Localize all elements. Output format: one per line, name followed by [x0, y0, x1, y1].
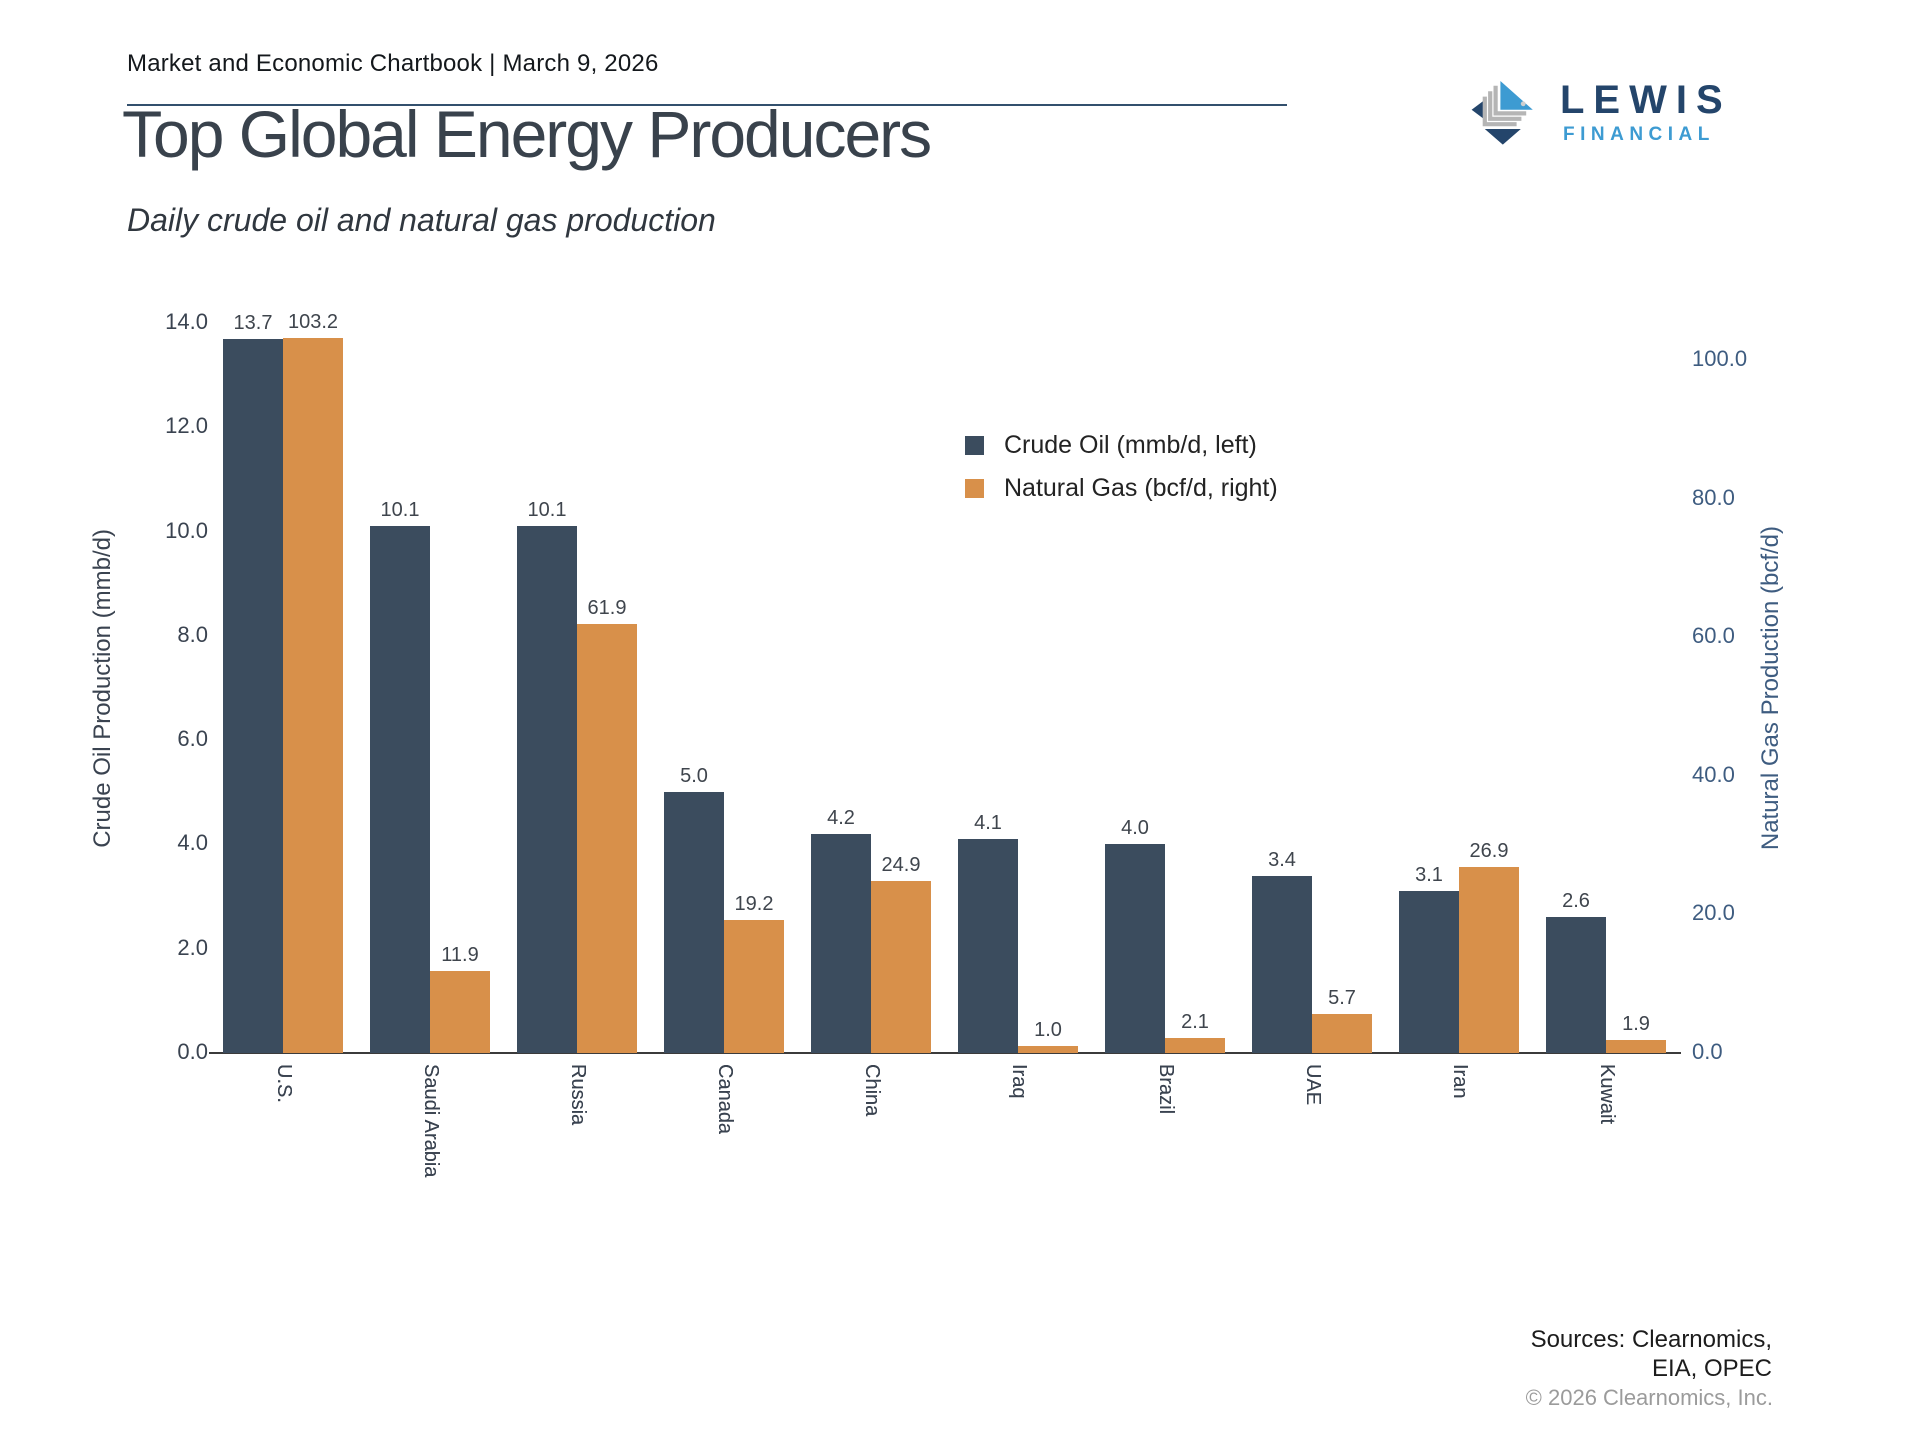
x-tick-label-Canada: Canada: [714, 1064, 736, 1135]
crude-oil-bar-Iran: [1399, 891, 1459, 1053]
x-tick-label-Kuwait: Kuwait: [1596, 1064, 1618, 1125]
copyright-note: © 2026 Clearnomics, Inc.: [1525, 1385, 1773, 1410]
legend-item-crude-oil: Crude Oil (mmb/d, left): [965, 430, 1278, 459]
bar-value-label: 19.2: [734, 893, 774, 916]
natural-gas-swatch: [965, 478, 984, 498]
x-tick-label-U.S.: U.S.: [273, 1064, 295, 1103]
breadcrumb: Market and Economic Chartbook | March 9,…: [127, 50, 659, 77]
bar-value-label: 10.1: [380, 499, 420, 522]
crude-oil-bar-U.S.: [223, 338, 283, 1053]
natural-gas-bar-Iraq: [1018, 1046, 1078, 1053]
x-tick-label-UAE: UAE: [1302, 1064, 1324, 1106]
x-tick-label-Canada: Canada: [714, 1064, 736, 1135]
left-axis-tick-8: 8.0: [177, 621, 208, 647]
logo-name: LEWIS: [1560, 78, 1732, 122]
natural-gas-bar-U.S.: [283, 338, 343, 1053]
bar-value-label: 11.9: [441, 943, 479, 966]
natural-gas-bar-Canada: [724, 920, 784, 1053]
lewis-financial-logo: LEWIS FINANCIAL: [1468, 70, 1798, 160]
left-axis-tick-10: 10.0: [165, 517, 208, 543]
bar-value-label: 13.7: [233, 311, 273, 334]
crude-oil-legend-label: Crude Oil (mmb/d, left): [1004, 430, 1257, 459]
x-tick-label-Russia: Russia: [567, 1064, 589, 1126]
x-tick-label-Brazil: Brazil: [1155, 1064, 1177, 1115]
right-axis-tick-0: 0.0: [1692, 1039, 1723, 1064]
bar-value-label: 4.2: [827, 807, 855, 829]
sources-line-1: Sources: Clearnomics,: [1530, 1326, 1772, 1353]
natural-gas-legend-label: Natural Gas (bcf/d, right): [1004, 473, 1278, 502]
bar-value-label: 103.2: [287, 311, 339, 334]
crude-oil-bar-Kuwait: [1546, 917, 1606, 1053]
legend: Crude Oil (mmb/d, left) Natural Gas (bcf…: [965, 430, 1278, 518]
natural-gas-bar-Iran: [1459, 866, 1519, 1053]
natural-gas-bar-China: [871, 880, 931, 1053]
right-axis-title: Natural Gas Production (bcf/d): [1757, 525, 1784, 851]
left-axis-tick-4: 4.0: [177, 830, 208, 856]
lewis-logo-icon: [1471, 81, 1533, 145]
bar-value-label: 5.0: [680, 765, 708, 788]
x-tick-label-Iraq: Iraq: [1008, 1064, 1030, 1099]
right-axis-tick-20: 20.0: [1692, 900, 1735, 926]
left-axis-tick-12: 12.0: [165, 413, 208, 439]
x-tick-label-Iraq: Iraq: [1008, 1064, 1030, 1099]
right-axis-title-wrap: Natural Gas Production (bcf/d): [1754, 323, 1788, 1053]
x-tick-label-Saudi Arabia: Saudi Arabia: [420, 1064, 442, 1178]
bar-value-label: 1.9: [1622, 1012, 1650, 1035]
bar-value-label: 10.1: [527, 499, 567, 522]
crude-oil-bar-Saudi Arabia: [370, 526, 430, 1053]
left-axis-tick-14: 14.0: [165, 309, 208, 334]
left-axis-tick-0: 0.0: [177, 1039, 208, 1064]
crude-oil-bar-UAE: [1252, 875, 1312, 1053]
x-tick-label-Russia: Russia: [567, 1064, 589, 1126]
x-tick-label-China: China: [861, 1064, 883, 1117]
crude-oil-bar-China: [811, 834, 871, 1053]
crude-oil-bar-Brazil: [1105, 844, 1165, 1053]
left-axis-title: Crude Oil Production (mmb/d): [89, 528, 116, 848]
x-tick-label-U.S.: U.S.: [273, 1064, 295, 1103]
right-axis-tick-80: 80.0: [1692, 484, 1735, 510]
sources-note: Sources: Clearnomics, EIA, OPEC: [1531, 1325, 1772, 1383]
bar-value-label: 24.9: [881, 853, 921, 876]
crude-oil-swatch: [965, 435, 984, 455]
bar-value-label: 4.0: [1121, 817, 1149, 840]
left-axis-tick-6: 6.0: [177, 726, 208, 752]
x-tick-label-Saudi Arabia: Saudi Arabia: [420, 1064, 442, 1178]
bar-value-label: 1.0: [1034, 1019, 1062, 1042]
right-axis-tick-100: 100.0: [1692, 346, 1748, 372]
natural-gas-bar-Kuwait: [1606, 1039, 1666, 1053]
right-axis-tick-40: 40.0: [1692, 761, 1735, 787]
left-axis-tick-2: 2.0: [177, 934, 208, 960]
bar-value-label: 61.9: [587, 597, 627, 620]
bar-value-label: 2.6: [1562, 890, 1590, 913]
natural-gas-bar-Saudi Arabia: [430, 970, 490, 1053]
natural-gas-bar-Russia: [577, 624, 637, 1053]
crude-oil-bar-Russia: [517, 526, 577, 1053]
bar-value-label: 5.7: [1328, 986, 1356, 1009]
x-axis-line: [209, 1052, 1681, 1054]
bar-value-label: 4.1: [974, 812, 1002, 835]
page-title: Top Global Energy Producers: [122, 97, 932, 171]
natural-gas-bar-UAE: [1312, 1013, 1372, 1053]
page-subtitle: Daily crude oil and natural gas producti…: [127, 202, 716, 238]
x-tick-label-Iran: Iran: [1449, 1064, 1471, 1099]
x-tick-label-UAE: UAE: [1302, 1064, 1324, 1106]
sources-line-2: EIA, OPEC: [1651, 1355, 1772, 1382]
x-tick-label-Kuwait: Kuwait: [1596, 1064, 1618, 1125]
legend-item-natural-gas: Natural Gas (bcf/d, right): [965, 473, 1278, 502]
header-divider: [127, 104, 1287, 106]
right-axis-tick-60: 60.0: [1692, 623, 1735, 649]
x-tick-label-Brazil: Brazil: [1155, 1064, 1177, 1115]
natural-gas-bar-Brazil: [1165, 1038, 1225, 1053]
crude-oil-bar-Canada: [664, 792, 724, 1053]
logo-tagline: FINANCIAL: [1563, 124, 1715, 145]
bar-value-label: 3.1: [1415, 864, 1443, 887]
x-tick-label-Iran: Iran: [1449, 1064, 1471, 1099]
bar-value-label: 3.4: [1268, 848, 1296, 871]
crude-oil-bar-Iraq: [958, 839, 1018, 1053]
bar-value-label: 26.9: [1469, 839, 1509, 862]
x-tick-label-China: China: [861, 1064, 883, 1117]
bar-value-label: 2.1: [1181, 1011, 1209, 1034]
